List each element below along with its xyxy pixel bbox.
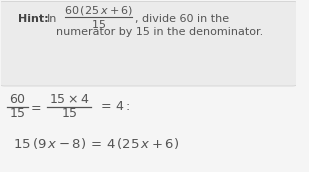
- Text: Hint:: Hint:: [18, 14, 48, 24]
- FancyBboxPatch shape: [0, 1, 298, 86]
- Text: numerator by 15 in the denominator.: numerator by 15 in the denominator.: [56, 27, 263, 37]
- Text: $=\,4{:}$: $=\,4{:}$: [99, 100, 131, 113]
- Text: In: In: [47, 14, 57, 24]
- Text: $15\,(9\,x-8)\,=\,4\,(25\,x+6)$: $15\,(9\,x-8)\,=\,4\,(25\,x+6)$: [13, 136, 180, 151]
- Text: $15$: $15$: [61, 108, 78, 120]
- Text: $15\times4$: $15\times4$: [49, 93, 89, 106]
- Text: $60\,(25\,x+6)$: $60\,(25\,x+6)$: [64, 4, 133, 17]
- Text: $15$: $15$: [91, 18, 106, 30]
- Text: $=$: $=$: [28, 100, 42, 113]
- Text: , divide 60 in the: , divide 60 in the: [135, 14, 229, 24]
- Text: $15$: $15$: [9, 108, 26, 120]
- Text: $60$: $60$: [9, 93, 26, 106]
